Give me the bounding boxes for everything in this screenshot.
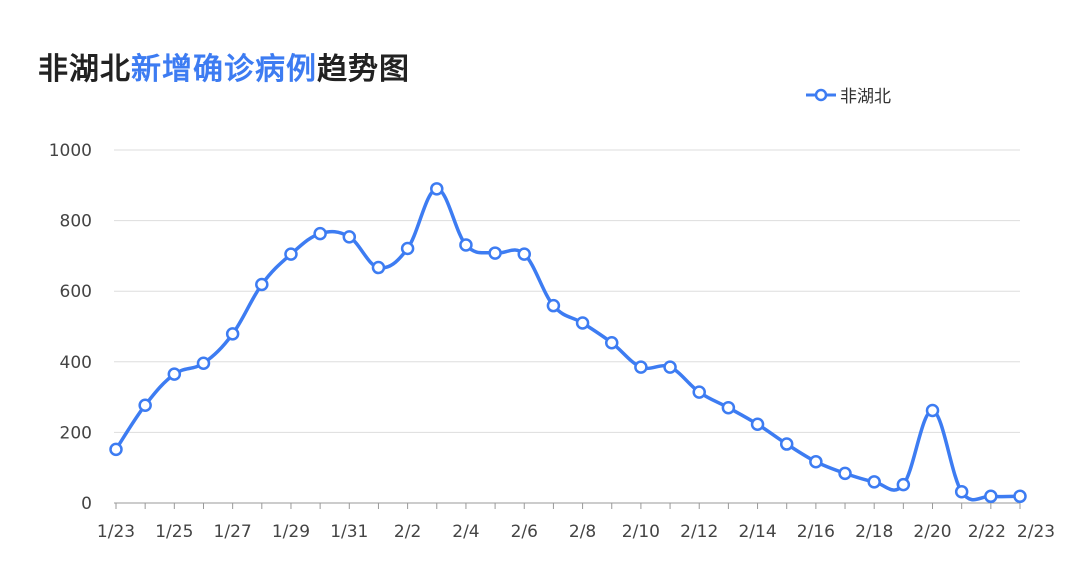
data-point[interactable] <box>604 335 619 350</box>
x-tick-label: 2/23 <box>1017 522 1055 542</box>
grid-lines <box>114 149 1020 433</box>
y-tick-label: 1000 <box>49 141 92 161</box>
data-point[interactable] <box>196 356 211 370</box>
data-point[interactable] <box>838 466 852 481</box>
data-point[interactable] <box>371 260 386 275</box>
legend-label: 非湖北 <box>840 87 891 107</box>
data-point[interactable] <box>313 226 327 241</box>
data-point[interactable] <box>575 316 590 330</box>
data-points <box>109 182 1027 504</box>
x-tick-label: 1/27 <box>214 522 252 542</box>
data-point[interactable] <box>867 475 881 489</box>
y-tick-label: 0 <box>81 494 92 514</box>
series-line-path <box>114 187 1022 502</box>
y-tick-label: 200 <box>60 423 92 443</box>
title-highlight: 新增确诊病例 <box>131 52 317 87</box>
data-point[interactable] <box>488 246 502 260</box>
title-suffix: 趋势图 <box>317 52 410 87</box>
y-tick-label: 800 <box>60 212 92 232</box>
x-tick-label: 2/2 <box>394 522 421 542</box>
data-point[interactable] <box>225 327 240 341</box>
data-point[interactable] <box>284 247 298 261</box>
data-point[interactable] <box>750 417 765 432</box>
series-line <box>114 187 1022 502</box>
x-tick-label: 2/10 <box>622 522 660 542</box>
x-tick-label: 2/4 <box>452 522 479 542</box>
data-point[interactable] <box>896 477 911 492</box>
data-point[interactable] <box>954 484 969 499</box>
x-tick-label: 2/16 <box>797 522 835 542</box>
x-tick-label: 2/18 <box>855 522 893 542</box>
x-tick-label: 2/12 <box>680 522 718 542</box>
data-point[interactable] <box>400 241 415 256</box>
title-prefix: 非湖北 <box>38 52 131 87</box>
data-point[interactable] <box>517 247 532 261</box>
data-point[interactable] <box>167 367 182 381</box>
data-point[interactable] <box>809 454 823 469</box>
data-point[interactable] <box>430 182 444 196</box>
data-point[interactable] <box>459 238 473 252</box>
x-tick-label: 2/14 <box>738 522 776 542</box>
x-tick-label: 1/23 <box>97 522 135 542</box>
x-tick-label: 2/6 <box>511 522 538 542</box>
data-point[interactable] <box>255 277 269 292</box>
data-point[interactable] <box>138 398 152 412</box>
data-point[interactable] <box>1013 489 1027 504</box>
x-tick-label: 2/20 <box>913 522 951 542</box>
data-point[interactable] <box>342 230 357 244</box>
data-point[interactable] <box>634 360 648 374</box>
y-tick-label: 600 <box>60 282 92 302</box>
x-tick-label: 2/22 <box>968 522 1006 542</box>
x-axis: 1/23 1/25 1/27 1/29 1/31 2/2 2/4 2/6 2/8 2/10 2/12… <box>97 502 1055 542</box>
data-point[interactable] <box>984 489 998 504</box>
x-tick-label: 2/8 <box>569 522 596 542</box>
data-point[interactable] <box>925 403 940 418</box>
legend-line-marker-icon <box>806 88 836 101</box>
data-point[interactable] <box>692 385 706 399</box>
y-axis: 0 200 400 600 800 1000 <box>49 141 92 514</box>
data-point[interactable] <box>721 400 736 415</box>
chart-title: 非湖北新增确诊病例趋势图 <box>38 44 410 88</box>
data-point[interactable] <box>663 360 677 374</box>
legend[interactable]: 非湖北 <box>806 82 891 107</box>
data-point[interactable] <box>546 298 561 313</box>
y-tick-label: 400 <box>60 353 92 373</box>
data-point[interactable] <box>779 437 794 451</box>
x-tick-label: 1/29 <box>272 522 310 542</box>
data-point[interactable] <box>109 442 123 457</box>
x-tick-label: 1/31 <box>330 522 368 542</box>
x-tick-label: 1/25 <box>155 522 193 542</box>
